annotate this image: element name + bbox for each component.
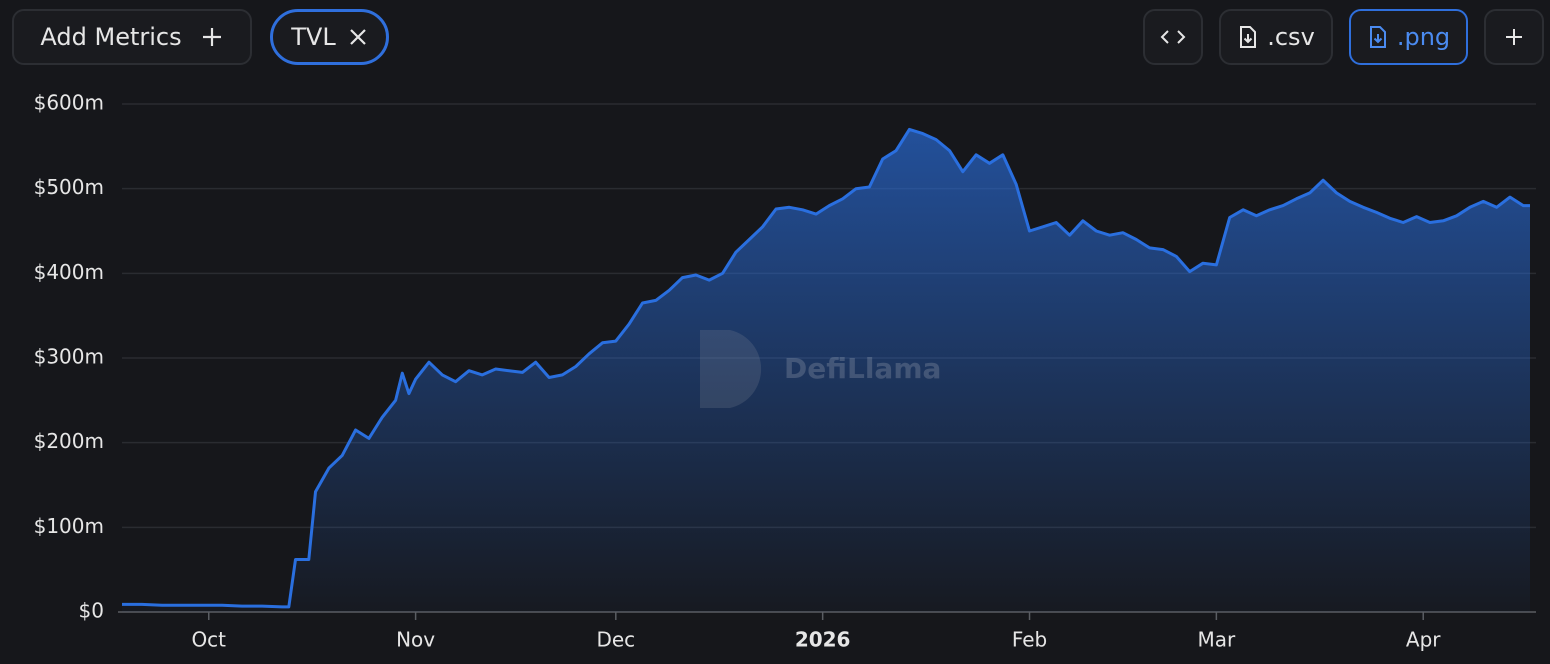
file-icon bbox=[1240, 26, 1257, 48]
y-tick-label: $0 bbox=[79, 599, 104, 623]
csv-label: .csv bbox=[1267, 23, 1315, 51]
plus-icon bbox=[1506, 29, 1522, 45]
area bbox=[122, 129, 1530, 612]
y-tick-label: $300m bbox=[34, 345, 104, 369]
csv-button[interactable]: .csv bbox=[1219, 9, 1333, 65]
y-tick-label: $500m bbox=[34, 175, 104, 199]
png-button[interactable]: .png bbox=[1349, 9, 1468, 65]
close-icon bbox=[349, 29, 366, 45]
x-tick-label: Dec bbox=[596, 628, 635, 652]
more-button[interactable] bbox=[1484, 9, 1544, 65]
y-tick-label: $400m bbox=[34, 260, 104, 284]
x-tick-label: Nov bbox=[396, 628, 435, 652]
y-tick-label: $600m bbox=[34, 91, 104, 115]
embed-button[interactable] bbox=[1143, 9, 1203, 65]
x-tick-label: 2026 bbox=[795, 628, 851, 652]
code-icon bbox=[1160, 30, 1186, 44]
x-tick-label: Mar bbox=[1198, 628, 1237, 652]
watermark-text: DefiLlama bbox=[784, 352, 941, 385]
line bbox=[122, 127, 1530, 609]
metric-chip-label: TVL bbox=[291, 23, 336, 51]
x-tick-label: Apr bbox=[1406, 628, 1441, 652]
watermark: DefiLlama bbox=[700, 330, 941, 408]
png-label: .png bbox=[1396, 23, 1451, 51]
add-metrics-button[interactable]: Add Metrics bbox=[12, 9, 252, 65]
file-icon bbox=[1369, 26, 1386, 48]
y-tick-label: $200m bbox=[34, 429, 104, 453]
y-tick-label: $100m bbox=[34, 514, 104, 538]
plus-icon bbox=[202, 28, 221, 46]
x-tick-label: Feb bbox=[1012, 628, 1047, 652]
add-metrics-label: Add Metrics bbox=[40, 23, 182, 51]
x-tick-label: Oct bbox=[191, 628, 226, 652]
metric-chip[interactable]: TVL bbox=[270, 9, 389, 65]
